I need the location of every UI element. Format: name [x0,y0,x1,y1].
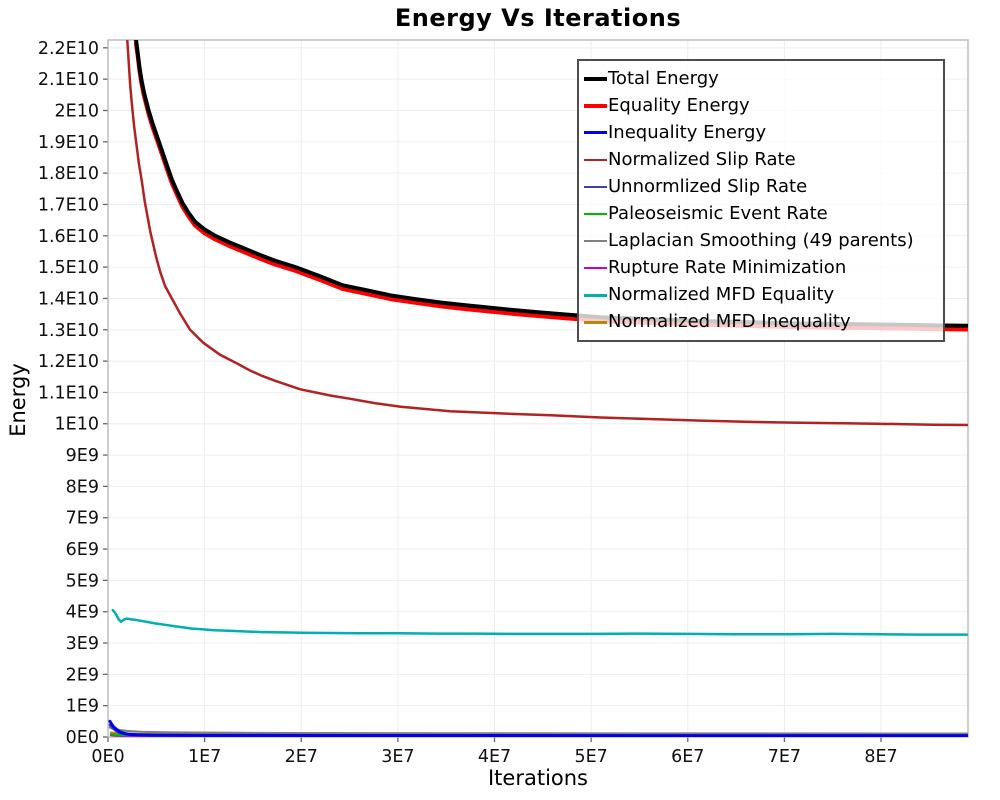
series-normalized-slip-rate [126,40,968,427]
y-tick-label: 8E9 [66,477,99,497]
legend-line-swatch [584,158,607,162]
legend-item-normalized-slip-rate: Normalized Slip Rate [584,148,938,170]
x-tick-label: 0E0 [91,747,124,767]
chart-title: Energy Vs Iterations [394,4,682,32]
legend-line-swatch [584,321,607,324]
legend-item-normalized-mfd-equality: Normalized MFD Equality [584,286,938,304]
legend-label: Paleoseismic Event Rate [608,203,828,225]
legend: Total Energy Equality Energy Inequality En… [577,59,945,342]
legend-label: Inequality Energy [608,121,767,143]
y-tick-label: 2.1E10 [38,70,99,90]
legend-label: Normalized Slip Rate [608,148,796,170]
x-tick-label: 7E7 [768,747,801,767]
y-tick-label: 1E9 [66,697,99,717]
y-tick-label: 2.2E10 [38,39,99,59]
legend-label: Total Energy [608,67,719,89]
y-tick-label: 1.5E10 [38,258,99,278]
y-tick-label: 5E9 [66,571,99,591]
legend-line-swatch [584,294,607,297]
y-tick-label: 1.6E10 [38,227,99,247]
y-tick-label: 4E9 [66,603,99,623]
y-tick-label: 1.2E10 [38,352,99,372]
x-tick-label: 4E7 [478,747,511,767]
y-tick-label: 2E10 [55,101,99,121]
y-tick-label: 3E9 [66,634,99,654]
y-tick-label: 9E9 [66,446,99,466]
y-tick-label: 1.8E10 [38,164,99,184]
series-inequality-energy [108,719,968,737]
x-tick-label: 8E7 [864,747,897,767]
legend-line-swatch [584,76,607,81]
series-normalized-mfd-equality [111,608,968,636]
legend-label: Laplacian Smoothing (49 parents) [608,230,914,252]
y-tick-label: 1.9E10 [38,133,99,153]
legend-line-swatch [584,185,607,189]
y-tick-label: 1.4E10 [38,289,99,309]
legend-line-swatch [584,103,607,108]
legend-item-inequality-energy: Inequality Energy [584,121,938,143]
y-tick-label: 1.1E10 [38,383,99,403]
y-tick-label: 0E0 [66,728,99,748]
legend-line-swatch [584,131,607,135]
y-tick-label: 1E10 [55,415,99,435]
legend-label: Normalized MFD Equality [608,284,835,306]
legend-item-equality-energy: Equality Energy [584,94,938,116]
legend-item-unnormlized-slip-rate: Unnormlized Slip Rate [584,175,938,197]
x-tick-label: 3E7 [381,747,414,767]
x-tick-label: 1E7 [188,747,221,767]
legend-label: Rupture Rate Minimization [608,257,847,279]
y-axis-title: Energy [6,363,30,437]
legend-line-swatch [584,212,607,216]
legend-item-total-energy: Total Energy [584,67,938,89]
legend-label: Unnormlized Slip Rate [608,175,808,197]
x-tick-label: 6E7 [671,747,704,767]
legend-label: Normalized MFD Inequality [608,311,851,333]
x-tick-label: 5E7 [574,747,607,767]
series-laplacian-smoothing-49-parents [108,726,968,735]
legend-label: Equality Energy [608,94,750,116]
legend-line-swatch [584,266,607,270]
legend-item-paleoseismic-event-rate: Paleoseismic Event Rate [584,205,938,223]
y-tick-label: 1.3E10 [38,321,99,341]
axes: 0E0 1E9 2E9 3E9 4E9 5E9 6E9 7E9 8E9 9E9 1E10 1.1E10… [38,39,969,767]
x-axis-title: Iterations [487,766,589,790]
y-tick-label: 1.7E10 [38,195,99,215]
legend-line-swatch [584,239,607,243]
y-tick-label: 6E9 [66,540,99,560]
legend-item-normalized-mfd-inequality: Normalized MFD Inequality [584,313,938,331]
legend-item-laplacian-smoothing-49-parents: Laplacian Smoothing (49 parents) [584,232,938,250]
legend-item-rupture-rate-minimization: Rupture Rate Minimization [584,259,938,277]
x-tick-label: 2E7 [285,747,318,767]
y-tick-label: 7E9 [66,509,99,529]
y-tick-label: 2E9 [66,665,99,685]
